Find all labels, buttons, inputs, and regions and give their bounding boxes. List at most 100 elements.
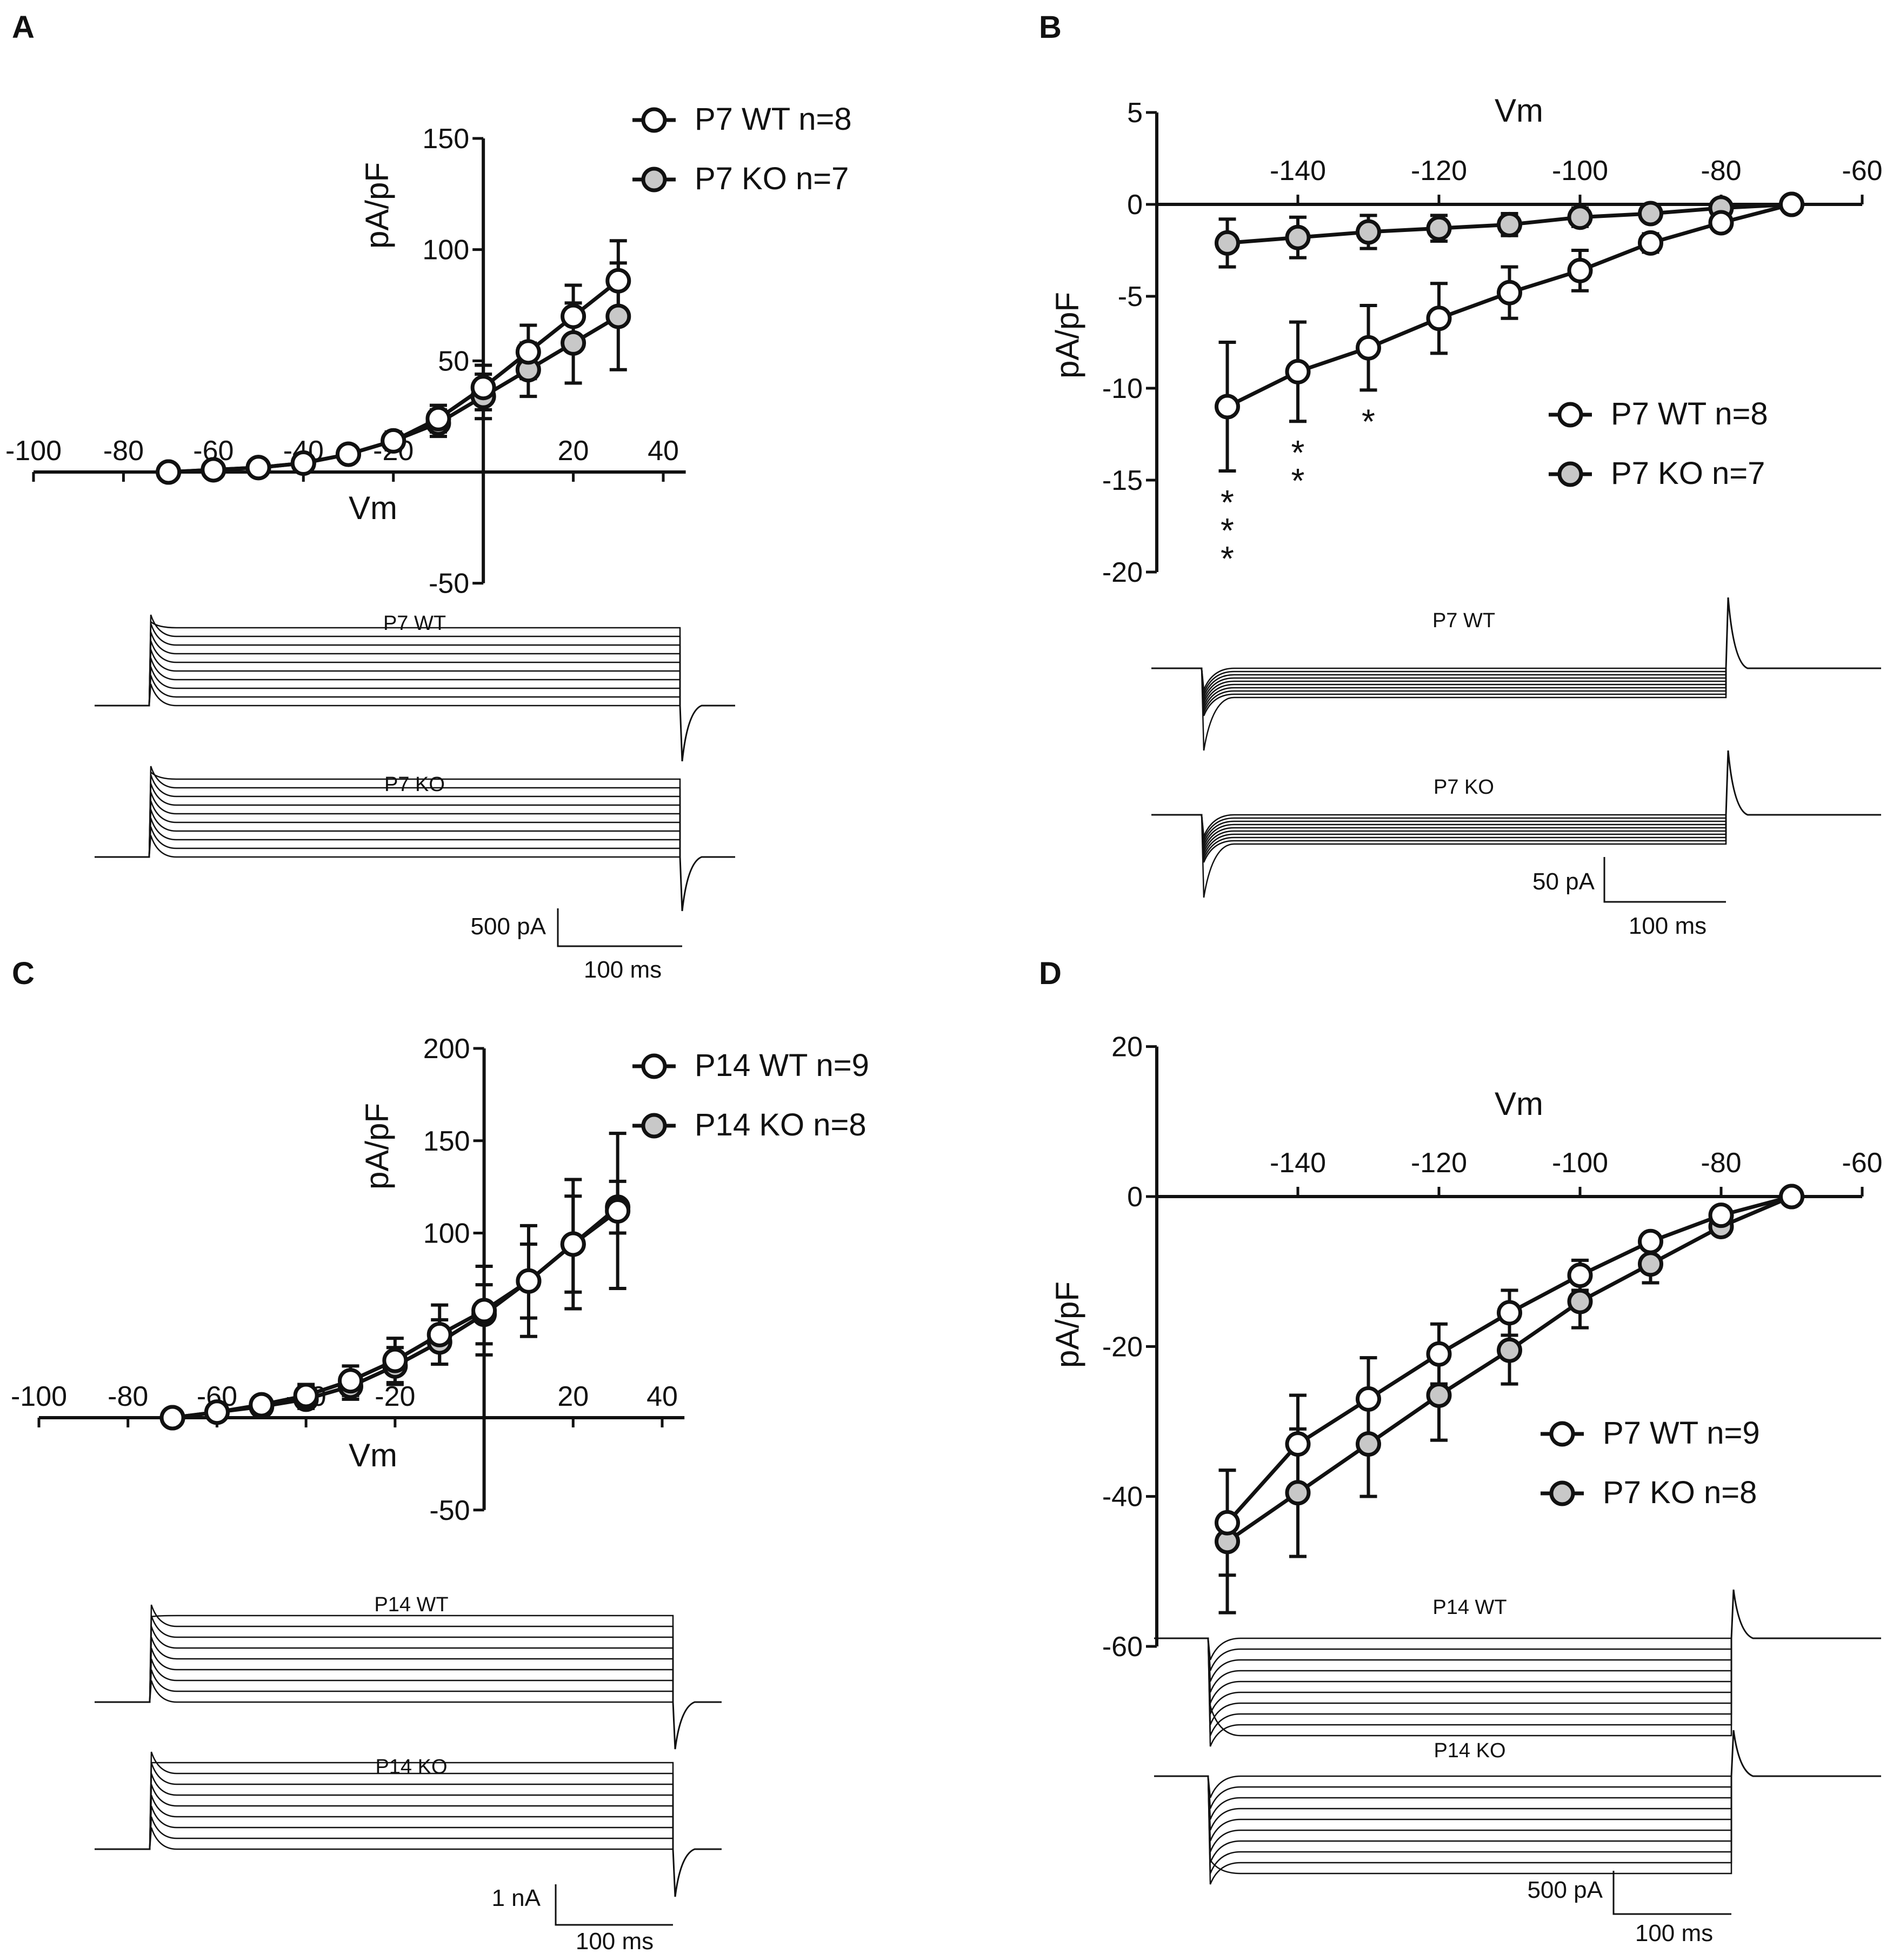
- trace-sweep: [95, 632, 681, 707]
- data-point-ko: [1567, 204, 1593, 230]
- scale-bar-y-label: 50 pA: [1532, 868, 1595, 895]
- data-point-wt: [293, 1383, 319, 1408]
- panel-b: B -140 -120 -100 -80 -60 5 0 -5 -10 -15 -20 Vm pA/pF *…: [1039, 10, 1883, 939]
- trace-label-bottom: P7 KO: [384, 773, 445, 796]
- significance-star: *: [1291, 461, 1305, 500]
- current-trace-top: [1151, 597, 1881, 751]
- data-point-wt: [1215, 394, 1240, 420]
- data-point-wt: [336, 441, 361, 467]
- trace-sweep: [95, 683, 680, 707]
- y-tick-label: 20: [1111, 1032, 1143, 1063]
- y-axis-label: pA/pF: [1049, 1281, 1085, 1368]
- data-point-ko: [1497, 1337, 1522, 1363]
- y-tick-label: 0: [1127, 189, 1143, 221]
- scale-bar-y-label: 1 nA: [491, 1885, 541, 1911]
- trace-label-top: P7 WT: [383, 612, 446, 635]
- data-point-wt: [1638, 230, 1663, 256]
- trace-sweep: [95, 1816, 674, 1850]
- legend-marker-wt: [1557, 402, 1583, 428]
- data-point-ko: [1426, 215, 1452, 241]
- trace-sweep: [95, 620, 681, 707]
- data-point-ko: [1567, 1288, 1593, 1314]
- data-point-wt: [1638, 1228, 1663, 1254]
- data-point-wt: [1497, 280, 1522, 305]
- trace-tail: [1725, 597, 1881, 669]
- x-tick-label: -100: [5, 435, 62, 467]
- data-point-wt: [1285, 1431, 1311, 1457]
- x-axis-label: Vm: [349, 490, 397, 526]
- legend-marker-wt: [641, 107, 667, 133]
- data-point-ko: [1356, 219, 1381, 245]
- x-tick-label: -140: [1270, 1147, 1326, 1179]
- data-point-ko: [1356, 1431, 1381, 1457]
- scale-bar-x-label: 100 ms: [576, 1928, 654, 1955]
- data-point-wt: [605, 1198, 631, 1224]
- trace-sweep: [1154, 1637, 1732, 1693]
- trace-sweep: [1154, 1775, 1732, 1875]
- x-tick-label: -80: [108, 1381, 148, 1412]
- legend-marker-ko: [1549, 1480, 1575, 1506]
- legend-label: P7 WT n=8: [695, 102, 852, 137]
- trace-tail: [1730, 1730, 1881, 1777]
- scale-bar-y-label: 500 pA: [1528, 1877, 1603, 1903]
- y-tick-label: 100: [422, 235, 469, 266]
- trace-sweep: [1154, 1637, 1731, 1660]
- x-tick-label: -20: [375, 1381, 415, 1412]
- trace-sweep: [1151, 814, 1727, 843]
- trace-sweep: [95, 1647, 674, 1703]
- y-tick-label: 150: [423, 1126, 470, 1157]
- trace-sweep: [1154, 1775, 1731, 1798]
- data-point-wt: [1708, 1202, 1734, 1228]
- y-tick-label: 150: [422, 123, 469, 155]
- trace-sweep: [95, 666, 681, 707]
- data-point-ko: [1215, 230, 1240, 256]
- data-point-wt: [1779, 191, 1804, 217]
- trace-sweep: [95, 1658, 674, 1703]
- legend-label: P7 KO n=7: [695, 161, 849, 196]
- data-point-ko: [1638, 1251, 1663, 1277]
- trace-sweep: [1151, 667, 1727, 697]
- x-tick-label: 40: [646, 1381, 678, 1412]
- x-tick-label: -140: [1270, 155, 1326, 187]
- data-point-wt: [338, 1368, 363, 1394]
- data-point-wt: [1567, 257, 1593, 283]
- y-tick-label: -40: [1102, 1481, 1143, 1513]
- data-point-wt: [249, 1392, 275, 1418]
- trace-sweep: [95, 614, 681, 707]
- current-trace-top: [1154, 1589, 1881, 1747]
- y-tick-label: -5: [1118, 281, 1143, 313]
- trace-sweep: [95, 818, 681, 858]
- x-tick-label: -80: [103, 435, 144, 467]
- trace-sweep: [1154, 1775, 1732, 1874]
- trace-sweep: [95, 1805, 674, 1850]
- trace-sweep: [1154, 1637, 1732, 1671]
- y-tick-label: -15: [1102, 465, 1143, 496]
- data-point-wt: [470, 375, 496, 401]
- data-point-wt: [515, 339, 541, 365]
- x-tick-label: -100: [11, 1381, 67, 1412]
- x-tick-label: -60: [1842, 155, 1882, 187]
- current-trace-bottom: [95, 766, 735, 912]
- data-point-wt: [1215, 1510, 1240, 1536]
- y-tick-label: 0: [1127, 1181, 1143, 1213]
- trace-label-top: P14 WT: [1432, 1596, 1507, 1619]
- x-tick-label: -120: [1411, 1147, 1467, 1179]
- trace-sweep: [95, 640, 681, 707]
- trace-sweep: [1154, 1775, 1732, 1820]
- data-point-wt: [245, 455, 271, 481]
- data-point-wt: [425, 406, 451, 431]
- scale-bar: [1603, 857, 1726, 903]
- legend-marker-wt: [641, 1053, 667, 1079]
- trace-tail: [1725, 750, 1881, 816]
- trace-sweep: [95, 809, 681, 858]
- data-point-wt: [1426, 305, 1452, 331]
- data-point-wt: [156, 459, 182, 485]
- y-axis-label: pA/pF: [1049, 292, 1085, 378]
- trace-label-top: P7 WT: [1432, 609, 1495, 632]
- y-tick-label: -20: [1102, 557, 1143, 588]
- legend-label: P7 KO n=8: [1603, 1475, 1757, 1510]
- trace-tail: [672, 1701, 722, 1750]
- trace-sweep: [95, 835, 680, 858]
- x-tick-label: -80: [1701, 1147, 1741, 1179]
